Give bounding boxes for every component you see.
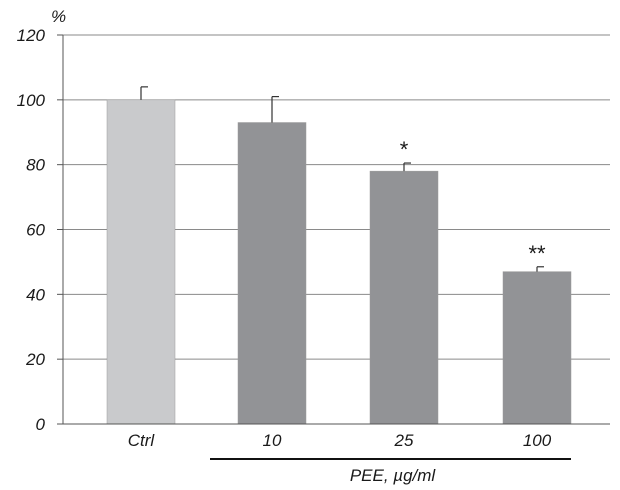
- x-category-label: 100: [523, 431, 552, 450]
- significance-marker: **: [528, 241, 546, 266]
- x-category-label: Ctrl: [128, 431, 156, 450]
- x-category-label: 25: [394, 431, 414, 450]
- y-tick-label: 0: [36, 415, 46, 434]
- x-axis-group-label: PEE, µg/ml: [350, 466, 437, 485]
- bar: [237, 122, 307, 425]
- y-tick-label: 80: [26, 156, 45, 175]
- y-tick-label: 100: [17, 91, 46, 110]
- x-axis-category-labels: Ctrl 10 25 100: [128, 431, 552, 450]
- significance-markers: ***: [400, 137, 546, 266]
- bar: [106, 99, 176, 425]
- bar: [369, 170, 439, 425]
- error-bars: [140, 86, 544, 272]
- y-axis-unit-label: %: [51, 7, 66, 26]
- bar: [502, 271, 572, 425]
- y-axis-ticks: 0 20 40 60 80 100 120: [17, 26, 63, 434]
- x-category-label: 10: [263, 431, 282, 450]
- y-tick-label: 40: [26, 285, 45, 304]
- bars: [106, 99, 572, 425]
- y-tick-label: 20: [25, 350, 45, 369]
- y-tick-label: 60: [26, 221, 45, 240]
- y-tick-label: 120: [17, 26, 46, 45]
- significance-marker: *: [400, 137, 409, 162]
